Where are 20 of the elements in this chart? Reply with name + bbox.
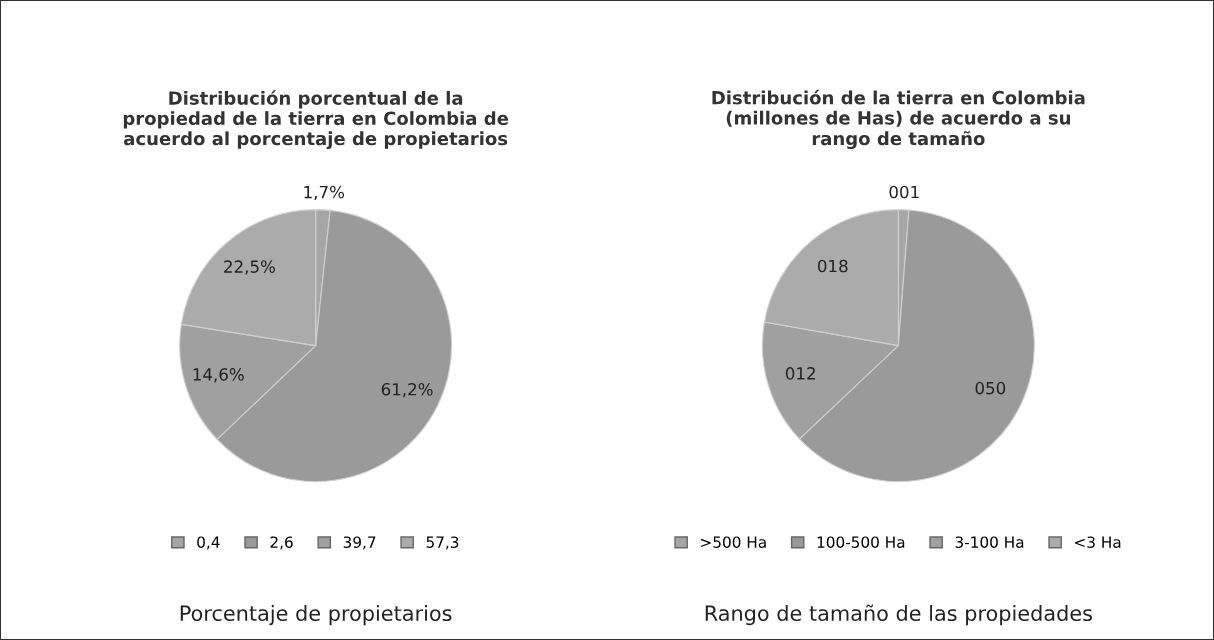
legend-label: >500 Ha — [701, 536, 766, 548]
legend-label: 57,3 — [426, 536, 459, 550]
data-label: 61,2% — [381, 382, 433, 398]
data-label: 1,7% — [304, 185, 345, 201]
legend-label: 2,6 — [270, 536, 293, 550]
chart-title: Distribución de la tierra en Colombia (millones de Has) de acuerdo a su rango de tamaño — [712, 89, 1085, 149]
data-label: 018 — [818, 259, 848, 273]
text: Porcentaje de propietarios — [180, 604, 452, 626]
data-label: 14,6% — [193, 368, 244, 383]
legend-label: <3 Ha — [1075, 536, 1121, 548]
data-label: 050 — [975, 381, 1006, 395]
legend-label: 100-500 Ha — [817, 536, 905, 548]
data-label: 012 — [785, 367, 815, 380]
chart-title: Distribución porcentual de la propiedad de la tierra en Colombia de acuerdo al porcentaje de propietarios — [123, 90, 509, 149]
legend-label: 3-100 Ha — [955, 536, 1024, 548]
data-label: 001 — [889, 185, 919, 199]
data-label: 22,5% — [224, 260, 275, 275]
legend-label: 39,7 — [343, 536, 376, 550]
legend-label: 0,4 — [197, 536, 220, 550]
text: Rango de tamaño de las propiedades — [705, 604, 1092, 626]
